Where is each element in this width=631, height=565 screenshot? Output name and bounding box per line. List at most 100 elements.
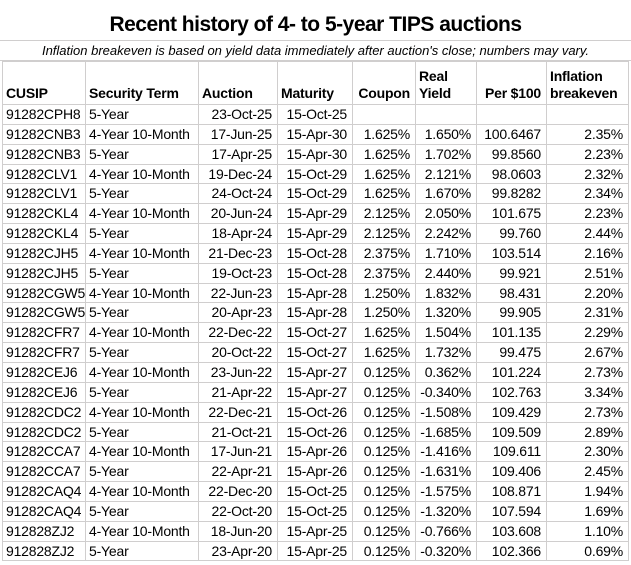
cell-auction: 23-Oct-25 [198, 104, 278, 125]
col-header-real-yield: Real Yield [415, 61, 477, 105]
cell-security-term: 5-Year [85, 104, 199, 125]
col-header-per-100: Per $100 [476, 61, 547, 105]
cell-per-100: 99.8282 [476, 183, 547, 205]
cell-auction: 17-Jun-25 [198, 123, 278, 145]
cell-security-term: 4-Year 10-Month [85, 203, 199, 225]
cell-inflation-breakeven: 1.10% [546, 520, 629, 542]
table-header: CUSIP Security Term Auction Maturity Coupon R… [2, 61, 629, 105]
cell-per-100: 99.8560 [476, 143, 547, 165]
cell-security-term: 5-Year [85, 500, 199, 522]
cell-inflation-breakeven: 2.32% [546, 163, 629, 185]
cell-real-yield: 2.050% [415, 203, 477, 225]
cell-inflation-breakeven: 2.67% [546, 342, 629, 363]
cell-inflation-breakeven: 2.29% [546, 322, 629, 344]
cell-maturity: 15-Oct-28 [277, 262, 353, 284]
cell-security-term: 4-Year 10-Month [85, 361, 199, 383]
cell-coupon: 0.125% [352, 481, 416, 502]
cell-cusip: 91282CDC2 [2, 401, 86, 423]
cell-per-100: 107.594 [476, 500, 547, 522]
cell-coupon: 0.125% [352, 540, 416, 562]
table-row: 91282CEJ6 5-Year 21-Apr-22 15-Apr-27 0.125% -… [2, 381, 629, 403]
cell-cusip: 91282CCA7 [2, 461, 86, 483]
cell-maturity: 15-Oct-29 [277, 163, 353, 185]
col-header-security-term: Security Term [85, 61, 199, 105]
cell-inflation-breakeven: 2.16% [546, 242, 629, 264]
cell-auction: 22-Apr-21 [198, 461, 278, 483]
cell-per-100: 109.429 [476, 401, 547, 423]
cell-cusip: 91282CJH5 [2, 242, 86, 264]
cell-maturity: 15-Apr-29 [277, 223, 353, 244]
table-row: 91282CJH5 4-Year 10-Month 21-Dec-23 15-Oct-… [2, 242, 629, 264]
cell-cusip: 91282CNB3 [2, 143, 86, 165]
cell-auction: 18-Jun-20 [198, 520, 278, 542]
cell-inflation-breakeven: 2.73% [546, 401, 629, 423]
cell-coupon: 0.125% [352, 461, 416, 483]
cell-maturity: 15-Oct-26 [277, 401, 353, 423]
cell-cusip: 91282CEJ6 [2, 361, 86, 383]
table-row: 91282CLV1 4-Year 10-Month 19-Dec-24 15-Oct-… [2, 163, 629, 185]
cell-per-100: 109.509 [476, 421, 547, 443]
cell-real-yield: 0.362% [415, 361, 477, 383]
cell-inflation-breakeven: 2.34% [546, 183, 629, 205]
table-row: 91282CCA7 4-Year 10-Month 17-Jun-21 15-Apr-… [2, 441, 629, 463]
table-row: 912828ZJ2 5-Year 23-Apr-20 15-Apr-25 0.125% -… [2, 540, 629, 562]
cell-inflation-breakeven: 2.44% [546, 223, 629, 244]
cell-security-term: 4-Year 10-Month [85, 123, 199, 145]
page-title: Recent history of 4- to 5-year TIPS auct… [109, 13, 522, 36]
cell-security-term: 4-Year 10-Month [85, 242, 199, 264]
cell-per-100: 98.431 [476, 282, 547, 304]
cell-real-yield: -1.685% [415, 421, 477, 443]
cell-per-100: 108.871 [476, 481, 547, 502]
cell-real-yield: 1.320% [415, 302, 477, 324]
cell-per-100: 99.760 [476, 223, 547, 244]
cell-inflation-breakeven: 2.20% [546, 282, 629, 304]
cell-coupon [352, 104, 416, 125]
cell-real-yield: -0.766% [415, 520, 477, 542]
cell-real-yield: 2.440% [415, 262, 477, 284]
cell-inflation-breakeven [546, 104, 629, 125]
cell-per-100: 103.514 [476, 242, 547, 264]
cell-per-100: 102.366 [476, 540, 547, 562]
cell-per-100: 99.475 [476, 342, 547, 363]
cell-cusip: 91282CAQ4 [2, 500, 86, 522]
cell-cusip: 91282CCA7 [2, 441, 86, 463]
cell-security-term: 4-Year 10-Month [85, 481, 199, 502]
cell-inflation-breakeven: 2.30% [546, 441, 629, 463]
table-body: 91282CPH8 5-Year 23-Oct-25 15-Oct-25 91282CN… [2, 104, 629, 562]
cell-inflation-breakeven: 0.69% [546, 540, 629, 562]
table-row: 91282CGW5 5-Year 20-Apr-23 15-Apr-28 1.250% 1… [2, 302, 629, 324]
cell-per-100: 100.6467 [476, 123, 547, 145]
cell-cusip: 91282CLV1 [2, 163, 86, 185]
cell-real-yield: -0.320% [415, 540, 477, 562]
cell-coupon: 0.125% [352, 520, 416, 542]
cell-cusip: 91282CAQ4 [2, 481, 86, 502]
cell-per-100: 101.675 [476, 203, 547, 225]
cell-maturity: 15-Apr-27 [277, 361, 353, 383]
cell-security-term: 5-Year [85, 183, 199, 205]
cell-security-term: 5-Year [85, 262, 199, 284]
cell-security-term: 5-Year [85, 540, 199, 562]
cell-per-100: 103.608 [476, 520, 547, 542]
cell-real-yield: -0.340% [415, 381, 477, 403]
table-row: 91282CPH8 5-Year 23-Oct-25 15-Oct-25 [2, 104, 629, 125]
cell-auction: 22-Oct-20 [198, 500, 278, 522]
cell-security-term: 4-Year 10-Month [85, 163, 199, 185]
cell-real-yield: 1.670% [415, 183, 477, 205]
cell-cusip: 91282CKL4 [2, 223, 86, 244]
cell-inflation-breakeven: 1.94% [546, 481, 629, 502]
cell-real-yield: 1.710% [415, 242, 477, 264]
cell-coupon: 1.625% [352, 123, 416, 145]
col-header-maturity: Maturity [277, 61, 353, 105]
table-row: 91282CAQ4 5-Year 22-Oct-20 15-Oct-25 0.125% -… [2, 500, 629, 522]
cell-inflation-breakeven: 2.31% [546, 302, 629, 324]
cell-coupon: 0.125% [352, 381, 416, 403]
cell-real-yield: 1.732% [415, 342, 477, 363]
cell-per-100: 101.135 [476, 322, 547, 344]
cell-inflation-breakeven: 2.23% [546, 143, 629, 165]
cell-real-yield: -1.508% [415, 401, 477, 423]
cell-real-yield: 1.832% [415, 282, 477, 304]
cell-coupon: 1.625% [352, 322, 416, 344]
cell-coupon: 0.125% [352, 401, 416, 423]
cell-real-yield: -1.575% [415, 481, 477, 502]
cell-real-yield: 1.702% [415, 143, 477, 165]
